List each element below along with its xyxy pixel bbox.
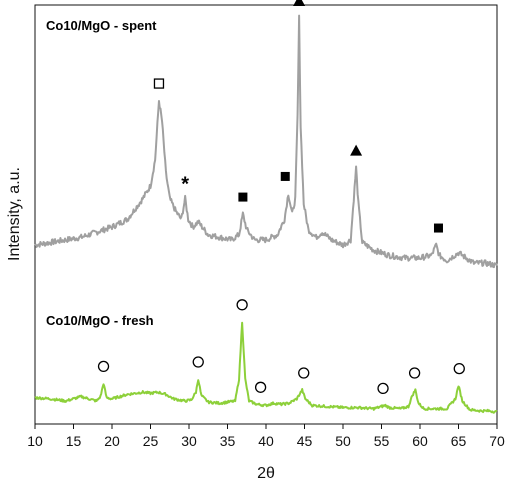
peak-marker-open-circle-icon bbox=[408, 367, 421, 379]
peak-marker-filled-square-icon bbox=[280, 171, 290, 181]
y-axis-label: Intensity, a.u. bbox=[6, 167, 23, 261]
series-label-spent: Co10/MgO - spent bbox=[46, 18, 157, 33]
x-tick-label: 15 bbox=[66, 433, 82, 449]
x-tick-label: 35 bbox=[220, 433, 236, 449]
x-tick-label: 30 bbox=[181, 433, 197, 449]
x-axis: 10 15 20 25 30 35 40 45 50 55 60 65 70 bbox=[27, 424, 505, 449]
peak-marker-asterisk-icon: * bbox=[181, 174, 189, 196]
x-tick-label: 40 bbox=[258, 433, 274, 449]
marker-layer: * bbox=[97, 0, 465, 395]
peak-marker-open-circle-icon bbox=[298, 367, 310, 379]
x-tick-label: 60 bbox=[412, 433, 428, 449]
x-tick-label: 50 bbox=[335, 433, 351, 449]
series-layer bbox=[34, 14, 498, 414]
peak-marker-filled-square-icon bbox=[238, 192, 248, 202]
x-tick-label: 20 bbox=[104, 433, 120, 449]
peak-marker-open-circle-icon bbox=[236, 299, 248, 311]
peak-marker-filled-triangle-icon bbox=[293, 0, 306, 6]
series-label-fresh: Co10/MgO - fresh bbox=[46, 313, 154, 328]
peak-marker-open-circle-icon bbox=[97, 360, 110, 373]
peak-marker-open-circle-icon bbox=[192, 356, 204, 368]
peak-marker-filled-square-icon bbox=[433, 223, 443, 233]
series-line-spent bbox=[34, 14, 498, 269]
x-tick-label: 70 bbox=[489, 433, 505, 449]
x-axis-label: 2θ bbox=[257, 465, 275, 482]
peak-marker-open-circle-icon bbox=[453, 362, 465, 375]
peak-marker-open-circle-icon bbox=[254, 381, 267, 393]
series-line-fresh bbox=[34, 321, 498, 414]
x-tick-label: 65 bbox=[451, 433, 467, 449]
x-tick-label: 25 bbox=[143, 433, 159, 449]
x-tick-label: 10 bbox=[27, 433, 43, 449]
peak-marker-filled-triangle-icon bbox=[350, 144, 363, 156]
x-tick-label: 45 bbox=[297, 433, 313, 449]
x-tick-label: 55 bbox=[374, 433, 390, 449]
peak-marker-open-circle-icon bbox=[377, 382, 389, 395]
peak-marker-open-square-icon bbox=[153, 78, 165, 89]
